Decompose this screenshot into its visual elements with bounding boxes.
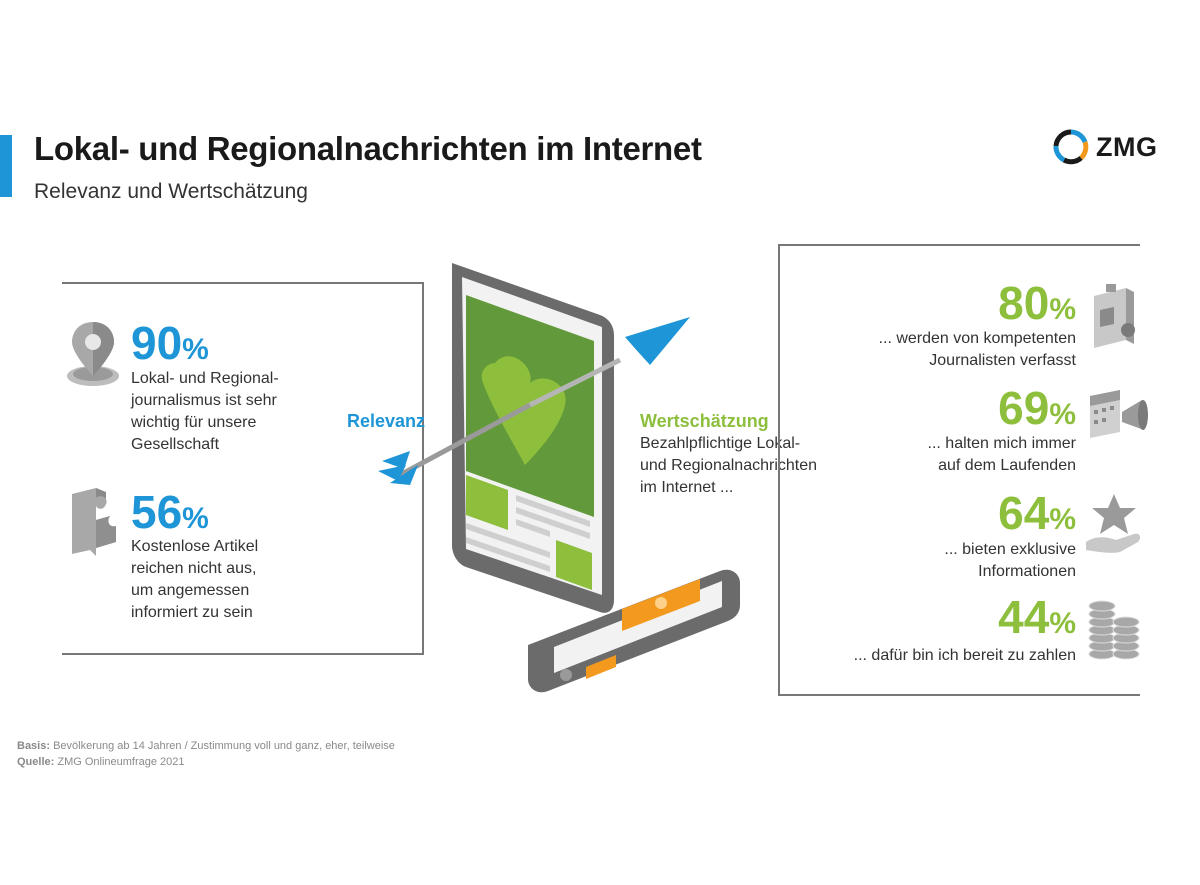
puzzle-piece-icon bbox=[72, 488, 116, 556]
arrow-head bbox=[625, 317, 690, 365]
relevanz-label: Relevanz bbox=[347, 411, 426, 431]
stat-90-text: Lokal- und Regional-journalismus ist seh… bbox=[131, 370, 279, 453]
phone-pin-icon bbox=[655, 597, 667, 609]
stat-90-value: 90% bbox=[131, 317, 209, 369]
hand-star-icon bbox=[1086, 494, 1141, 553]
stat-56-text: Kostenlose Artikel reichen nicht aus, um a… bbox=[131, 538, 259, 621]
wertschaetzung-text: Bezahlpflichtige Lokal-und Regionalnachr… bbox=[640, 435, 818, 496]
location-pin-gear-icon bbox=[67, 322, 119, 386]
stat-44-value: 44% bbox=[998, 591, 1076, 643]
stat-64-text: ... bieten exklusive Informationen bbox=[944, 541, 1076, 580]
accent-bar bbox=[0, 135, 12, 197]
stat-56-value: 56% bbox=[131, 486, 209, 538]
logo-text: ZMG bbox=[1096, 131, 1158, 162]
arrow-shaft bbox=[398, 402, 532, 478]
calendar-megaphone-icon bbox=[1090, 390, 1148, 438]
tablet-phone-illustration bbox=[378, 263, 740, 693]
page-subtitle: Relevanz und Wertschätzung bbox=[34, 180, 308, 203]
coin-stacks-icon bbox=[1088, 600, 1140, 660]
zmg-logo-icon bbox=[1053, 129, 1089, 165]
zmg-logo: ZMG bbox=[1052, 128, 1158, 166]
stat-44-text: ... dafür bin ich bereit zu zahlen bbox=[853, 647, 1076, 664]
right-stats-panel bbox=[778, 244, 1140, 696]
stat-69-text: ... halten mich immer auf dem Laufenden bbox=[927, 435, 1076, 474]
arrow-fletching bbox=[378, 451, 418, 485]
stat-80-value: 80% bbox=[998, 277, 1076, 329]
footnote-basis: Basis: Bevölkerung ab 14 Jahren / Zustim… bbox=[17, 740, 395, 752]
left-stats-panel bbox=[62, 282, 424, 655]
stat-64-value: 64% bbox=[998, 487, 1076, 539]
page-title: Lokal- und Regionalnachrichten im Intern… bbox=[34, 130, 702, 167]
wertschaetzung-label: Wertschätzung bbox=[640, 411, 769, 431]
stat-69-value: 69% bbox=[998, 382, 1076, 434]
press-id-card-icon bbox=[1094, 284, 1135, 348]
footnote-quelle: Quelle: ZMG Onlineumfrage 2021 bbox=[17, 756, 185, 768]
stat-80-text: ... werden von kompetenten Journalisten v… bbox=[878, 330, 1076, 369]
